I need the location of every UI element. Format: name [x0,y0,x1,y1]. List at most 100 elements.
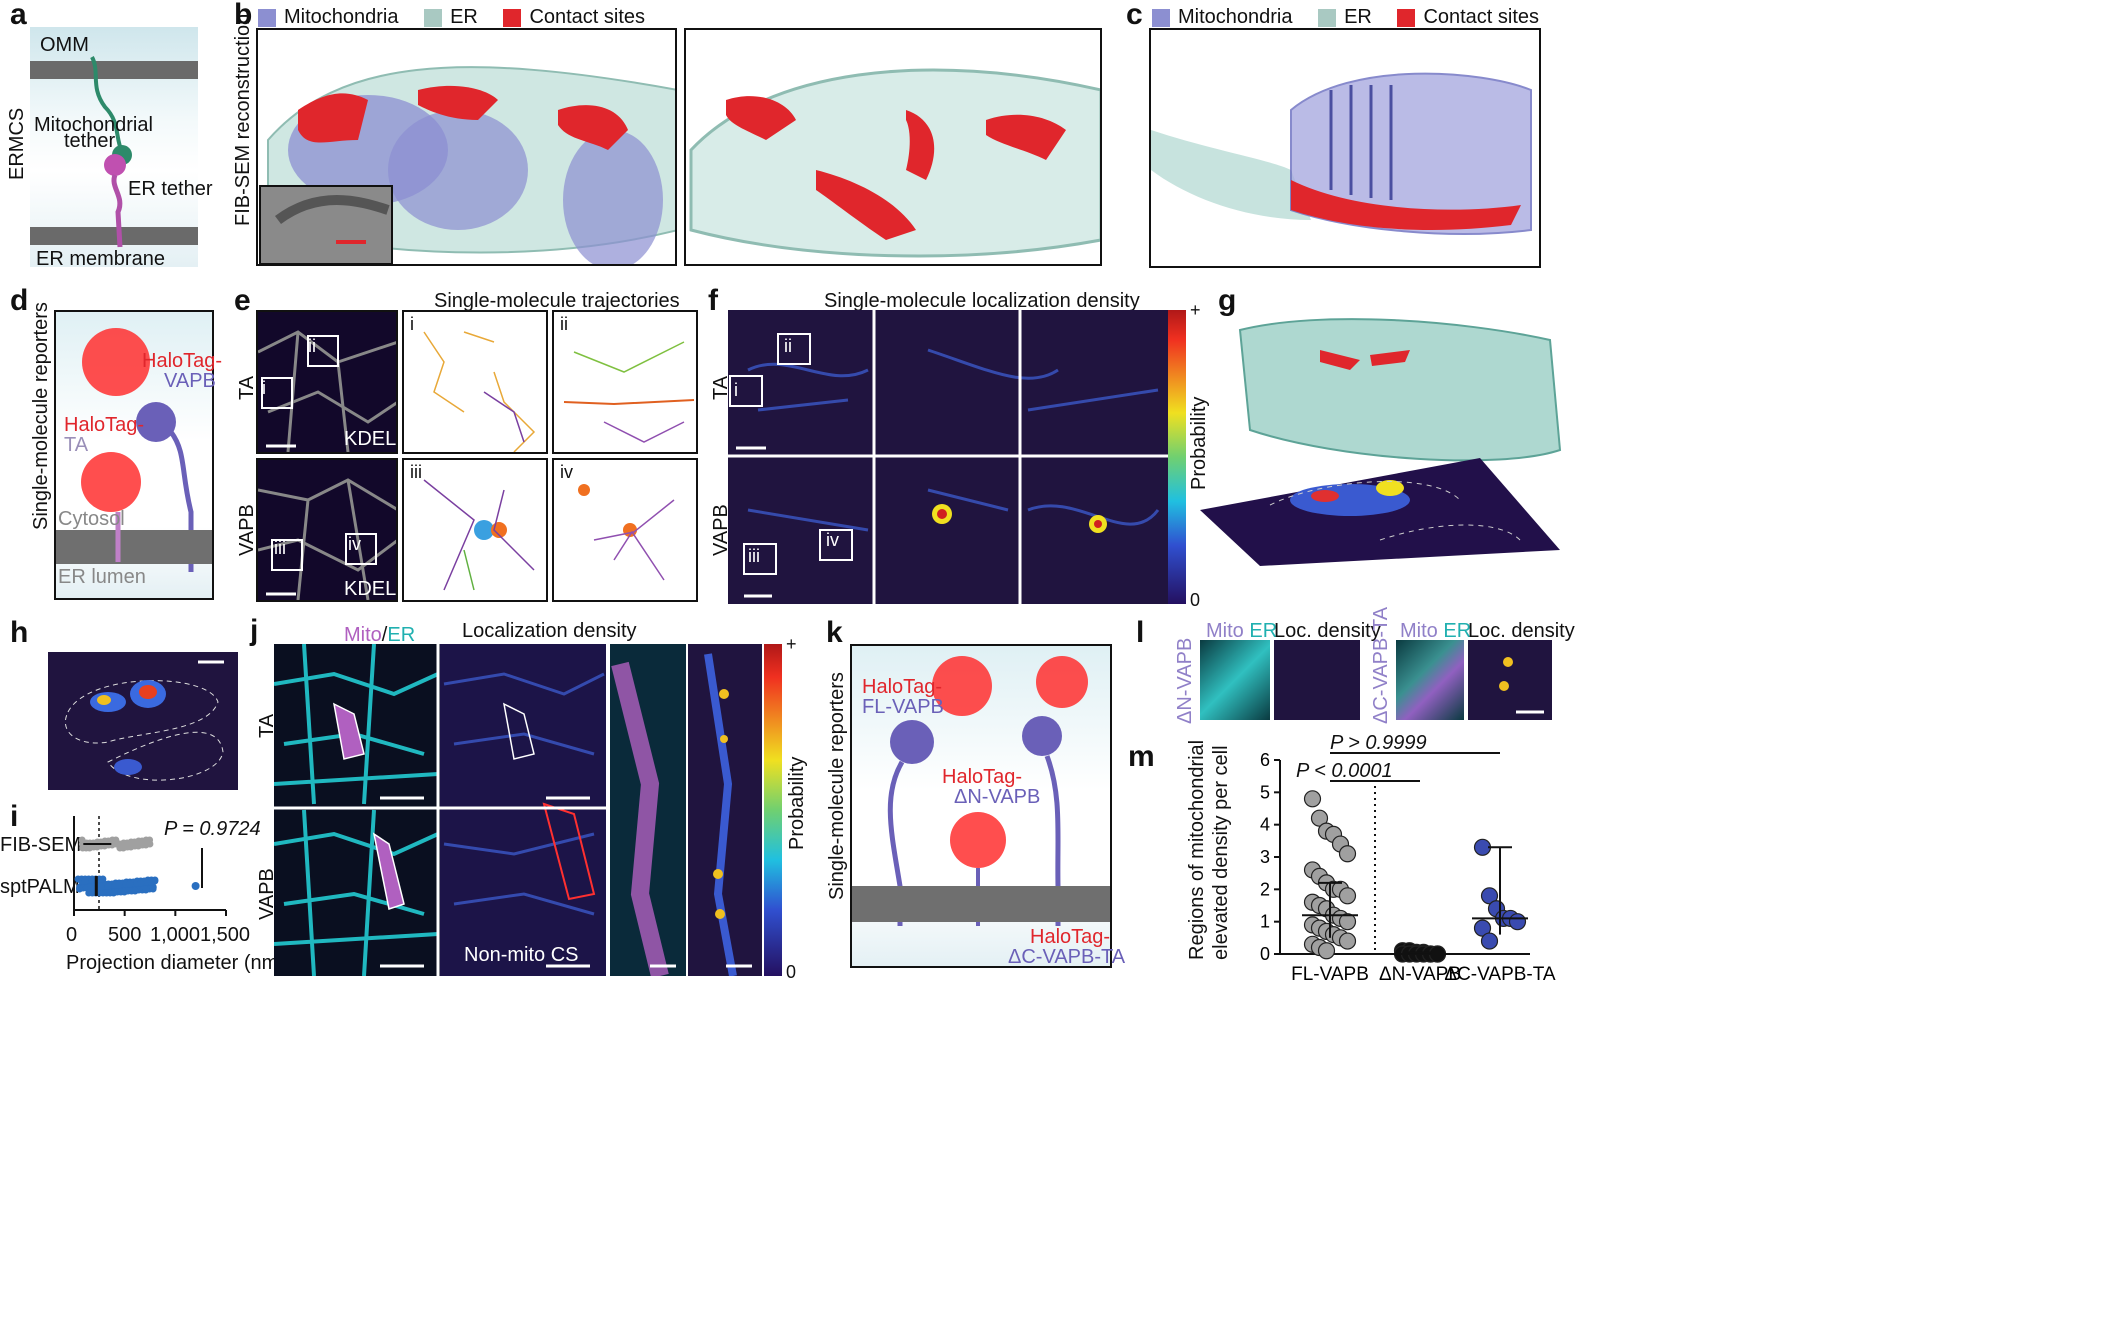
fibsem-render-1 [259,66,675,264]
legend-c-mito: Mitochondria [1178,6,1293,28]
e-traj-iii [402,458,548,602]
i-fibsem-point [146,840,154,848]
panel-label-h: h [10,616,29,649]
f-inset-iv: iv [826,530,839,550]
i-xtick-1000: 1,000 [150,924,201,946]
localization-density-title: Single-molecule localization density [824,290,1140,312]
l-dn-merge [1200,640,1270,720]
i-xtick-1500: 1,500 [200,924,251,946]
e-traj-label-iv: iv [560,462,573,482]
f-density-grid [728,310,1168,604]
k-halotag-3: HaloTag- [1030,926,1111,948]
j-zoom-merge-render [611,661,676,979]
fibsem-side-label: FIB-SEM reconstruction [232,13,254,226]
i-xlabel: Projection diameter (nm) [66,952,285,974]
reporters-schematic-d [54,310,214,600]
i-sptpalm-outlier [191,882,200,890]
legend-mito: Mitochondria [284,6,399,28]
l-row-dc: ΔC-VAPB-TA [1370,606,1392,724]
e-traj-iv [552,458,698,602]
panel-label-m: m [1128,740,1155,773]
e-vapb-kdel-image [256,458,398,602]
j-render [273,643,606,977]
k-halotag-2: HaloTag- [942,766,1023,788]
panel-label-f: f [708,284,718,317]
e-inset-i: i [262,378,266,398]
legend-c-er-swatch [1318,8,1337,27]
k-dc-vapb: ΔC-VAPB-TA [1008,946,1126,968]
m-ylabel-2: elevated density per cell [1210,745,1232,960]
legend-b: Mitochondria ER Contact sites [258,6,645,29]
j-zoom-density-render [704,653,752,977]
i-sptpalm-point [86,884,94,892]
e-traj-ii-lines [563,341,695,443]
l-mito-1: Mito [1206,620,1244,642]
ta-label-d: TA [64,434,89,456]
l-dc-density-render [1499,657,1544,714]
panel-label-k: k [826,616,843,649]
i-xtick-500: 500 [108,924,142,946]
panel-label-g: g [1218,284,1237,317]
i-sptpalm-point [149,885,157,893]
e-traj-label-ii: ii [560,314,568,334]
i-sptpalm-point [97,883,105,891]
m-p-mid: P < 0.0001 [1296,760,1393,782]
mito-tether-label-2: tether [64,130,116,152]
i-row-sptpalm: sptPALM [0,876,80,898]
m-data-point [1317,942,1336,960]
k-fl-vapb: FL-VAPB [862,696,944,718]
er-lumen-label: ER lumen [58,566,146,588]
j-zoom-density [688,644,762,977]
m-ytick-label: 4 [1260,815,1270,835]
e-traj-iii-lines [423,479,535,591]
ermcs-label: ERMCS [6,107,28,180]
vapb-label-d: VAPB [164,370,216,392]
l-loc-density-2: Loc. density [1468,620,1575,642]
j-cbar-min: 0 [786,962,797,982]
i-sptpalm-point [126,880,134,888]
j-image-grid [273,643,606,977]
panel-label-c: c [1126,0,1143,31]
m-data-point [1338,887,1357,905]
i-xtick-0: 0 [66,924,78,946]
i-sptpalm-point [104,882,112,890]
e-kdel-2: KDEL [344,578,397,600]
legend-c-contact-swatch [1397,8,1416,27]
l-mito-2: Mito [1400,620,1438,642]
e-traj-label-iii: iii [410,462,422,482]
m-ytick-label: 6 [1260,750,1270,770]
j-cbar-max: + [786,634,797,654]
j-er-word: ER [387,624,416,646]
legend-er-swatch [424,8,443,27]
i-sptpalm-point [147,878,155,886]
fibsem-reconstruction-1 [256,28,677,266]
e-inset-iv: iv [348,534,361,554]
m-ytick-label: 0 [1260,944,1270,964]
i-p-value: P = 0.9724 [164,818,261,840]
l-er-1: ER [1249,620,1278,642]
i-sptpalm-point [99,875,107,883]
legend-c-er: ER [1344,6,1372,28]
g-3d-render [1200,300,1568,570]
reporters-side-label-d: Single-molecule reporters [30,302,52,530]
e-ta-kdel-image [256,310,398,454]
i-fibsem-point [90,843,98,851]
j-mito-word: Mito [344,624,382,646]
m-data-point [1508,913,1527,931]
legend-mito-swatch [258,8,276,27]
i-sptpalm-point [81,877,89,885]
j-colorbar [764,644,782,976]
i-sptpalm-point [131,887,139,895]
m-data-point [1338,913,1357,931]
m-p-top: P > 0.9999 [1330,732,1427,754]
panel-label-e: e [234,284,251,317]
l-dn-density [1274,640,1360,720]
f-inset-iii: iii [748,546,760,566]
m-xtick-label: ΔC-VAPB-TA [1444,964,1556,985]
m-data-point [1338,845,1357,863]
legend-c-contact: Contact sites [1423,6,1540,28]
e-traj-i-lines [423,331,536,452]
k-schematic [850,644,1112,968]
j-mito-er-label: Mito/ER [344,624,415,647]
mito-tether-label: Mitochondrial [34,114,153,136]
